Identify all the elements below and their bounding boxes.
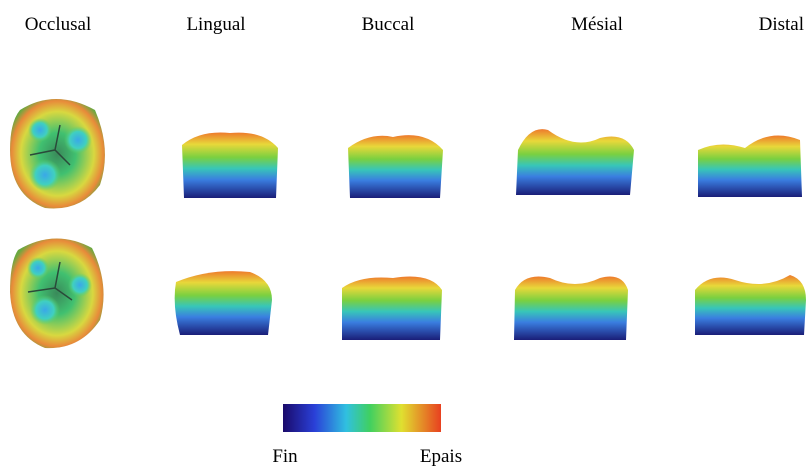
tooth-view [698,135,802,197]
occlusal-tooth [10,238,104,349]
legend-max-label: Epais [420,446,462,467]
column-label: Occlusal [25,14,91,35]
column-label: Distal [759,14,804,35]
tooth-view [695,275,806,335]
tooth-view [514,276,628,340]
column-label: Lingual [186,14,245,35]
tooth-view [348,135,443,198]
occlusal-tooth [10,99,105,209]
tooth-view [342,276,442,340]
tooth-view [174,271,272,335]
column-label: Buccal [362,14,415,35]
tooth-view [516,129,634,195]
legend-min-label: Fin [272,446,298,467]
column-label: Mésial [571,14,623,35]
tooth-view [182,132,278,198]
color-scale [283,404,441,432]
